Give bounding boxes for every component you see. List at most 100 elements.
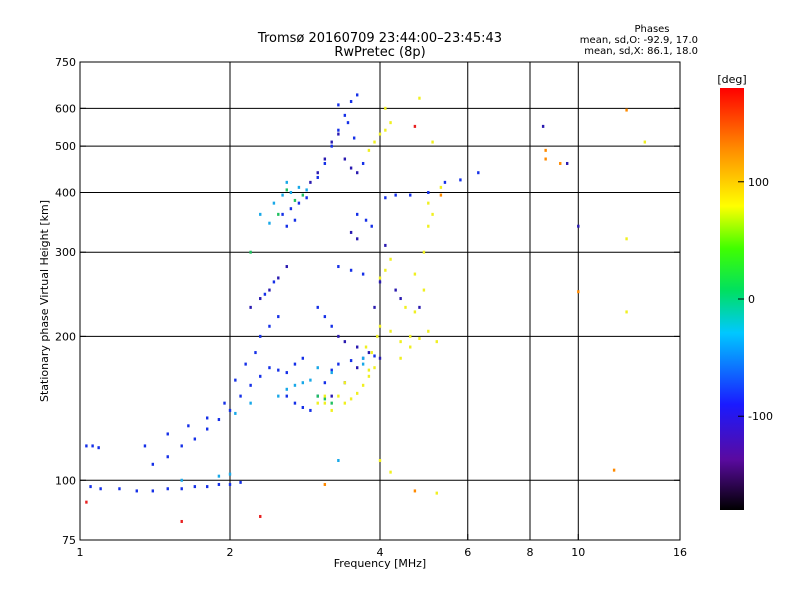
data-point <box>409 193 412 197</box>
data-point <box>323 397 327 401</box>
data-point <box>166 432 169 436</box>
data-point <box>409 345 412 349</box>
colorbar-label: [deg] <box>717 73 746 86</box>
data-point <box>373 354 376 358</box>
data-point <box>337 334 340 338</box>
data-point <box>337 103 340 107</box>
data-point <box>297 201 301 205</box>
data-point <box>378 280 382 284</box>
data-point <box>349 100 353 104</box>
data-point <box>361 356 365 360</box>
data-point <box>277 368 280 372</box>
data-point <box>337 128 340 132</box>
data-point <box>435 491 438 495</box>
data-point <box>166 455 169 459</box>
data-point <box>330 144 333 148</box>
data-point <box>427 190 430 194</box>
data-point <box>352 136 356 140</box>
data-point <box>323 482 327 486</box>
data-point <box>439 185 443 189</box>
data-point <box>293 218 297 222</box>
data-point <box>577 290 580 294</box>
data-point <box>234 378 237 382</box>
data-point <box>297 185 301 189</box>
data-point <box>180 487 183 491</box>
data-point <box>625 108 628 112</box>
data-point <box>384 196 387 200</box>
y-tick-label: 400 <box>55 186 76 199</box>
data-point <box>323 394 327 398</box>
data-point <box>378 356 382 360</box>
data-point <box>217 474 221 478</box>
data-point <box>285 224 288 228</box>
data-point <box>180 519 183 523</box>
data-point <box>612 468 616 472</box>
data-point <box>244 362 247 366</box>
data-point <box>389 329 392 333</box>
data-point <box>180 478 183 482</box>
data-point <box>443 180 447 184</box>
data-point <box>249 383 252 387</box>
data-point <box>367 148 371 152</box>
data-point <box>355 345 359 349</box>
data-point <box>272 280 276 284</box>
data-point <box>422 250 426 254</box>
data-point <box>277 394 280 398</box>
phases-x-stats: mean, sd,X: 86.1, 18.0 <box>584 46 698 57</box>
data-point <box>316 401 319 405</box>
data-point <box>343 401 347 405</box>
data-point <box>625 237 628 241</box>
data-point <box>373 140 376 144</box>
data-point <box>343 157 347 161</box>
data-point <box>135 489 138 493</box>
data-point <box>459 178 462 182</box>
data-point <box>323 381 327 385</box>
data-point <box>277 276 280 280</box>
data-point <box>316 175 319 179</box>
data-point <box>337 265 340 269</box>
data-point <box>544 157 547 161</box>
data-point <box>349 397 353 401</box>
data-point <box>239 480 242 484</box>
colorbar-tick-label: 0 <box>748 293 755 306</box>
data-point <box>85 444 88 448</box>
data-point <box>435 340 438 344</box>
data-point <box>277 315 280 319</box>
data-point <box>404 305 407 309</box>
data-point <box>418 96 421 100</box>
data-point <box>422 288 426 292</box>
data-point <box>330 368 333 372</box>
data-point <box>259 297 262 301</box>
data-point <box>373 305 376 309</box>
data-point <box>89 485 92 489</box>
y-tick-label: 100 <box>55 474 76 487</box>
data-point <box>323 401 327 405</box>
data-point <box>643 140 647 144</box>
data-point <box>477 171 480 175</box>
data-point <box>413 489 417 493</box>
y-tick-label: 300 <box>55 246 76 259</box>
data-point <box>205 416 209 420</box>
data-point <box>378 458 382 462</box>
grid-lines <box>80 62 680 540</box>
data-point <box>259 334 262 338</box>
colorbar-tick-label: 100 <box>748 176 769 189</box>
data-point <box>301 381 305 385</box>
data-point <box>228 472 232 476</box>
data-point <box>431 140 434 144</box>
data-point <box>309 408 312 412</box>
data-point <box>301 356 305 360</box>
x-tick-label: 10 <box>571 546 585 559</box>
data-point <box>355 391 359 395</box>
data-point <box>376 334 379 338</box>
x-tick-label: 8 <box>527 546 534 559</box>
data-point <box>418 305 421 309</box>
data-point <box>427 224 430 228</box>
data-point <box>301 405 305 409</box>
data-point <box>361 362 365 366</box>
data-point <box>193 485 197 489</box>
data-point <box>293 401 297 405</box>
data-point <box>349 359 353 363</box>
data-point <box>323 315 327 319</box>
